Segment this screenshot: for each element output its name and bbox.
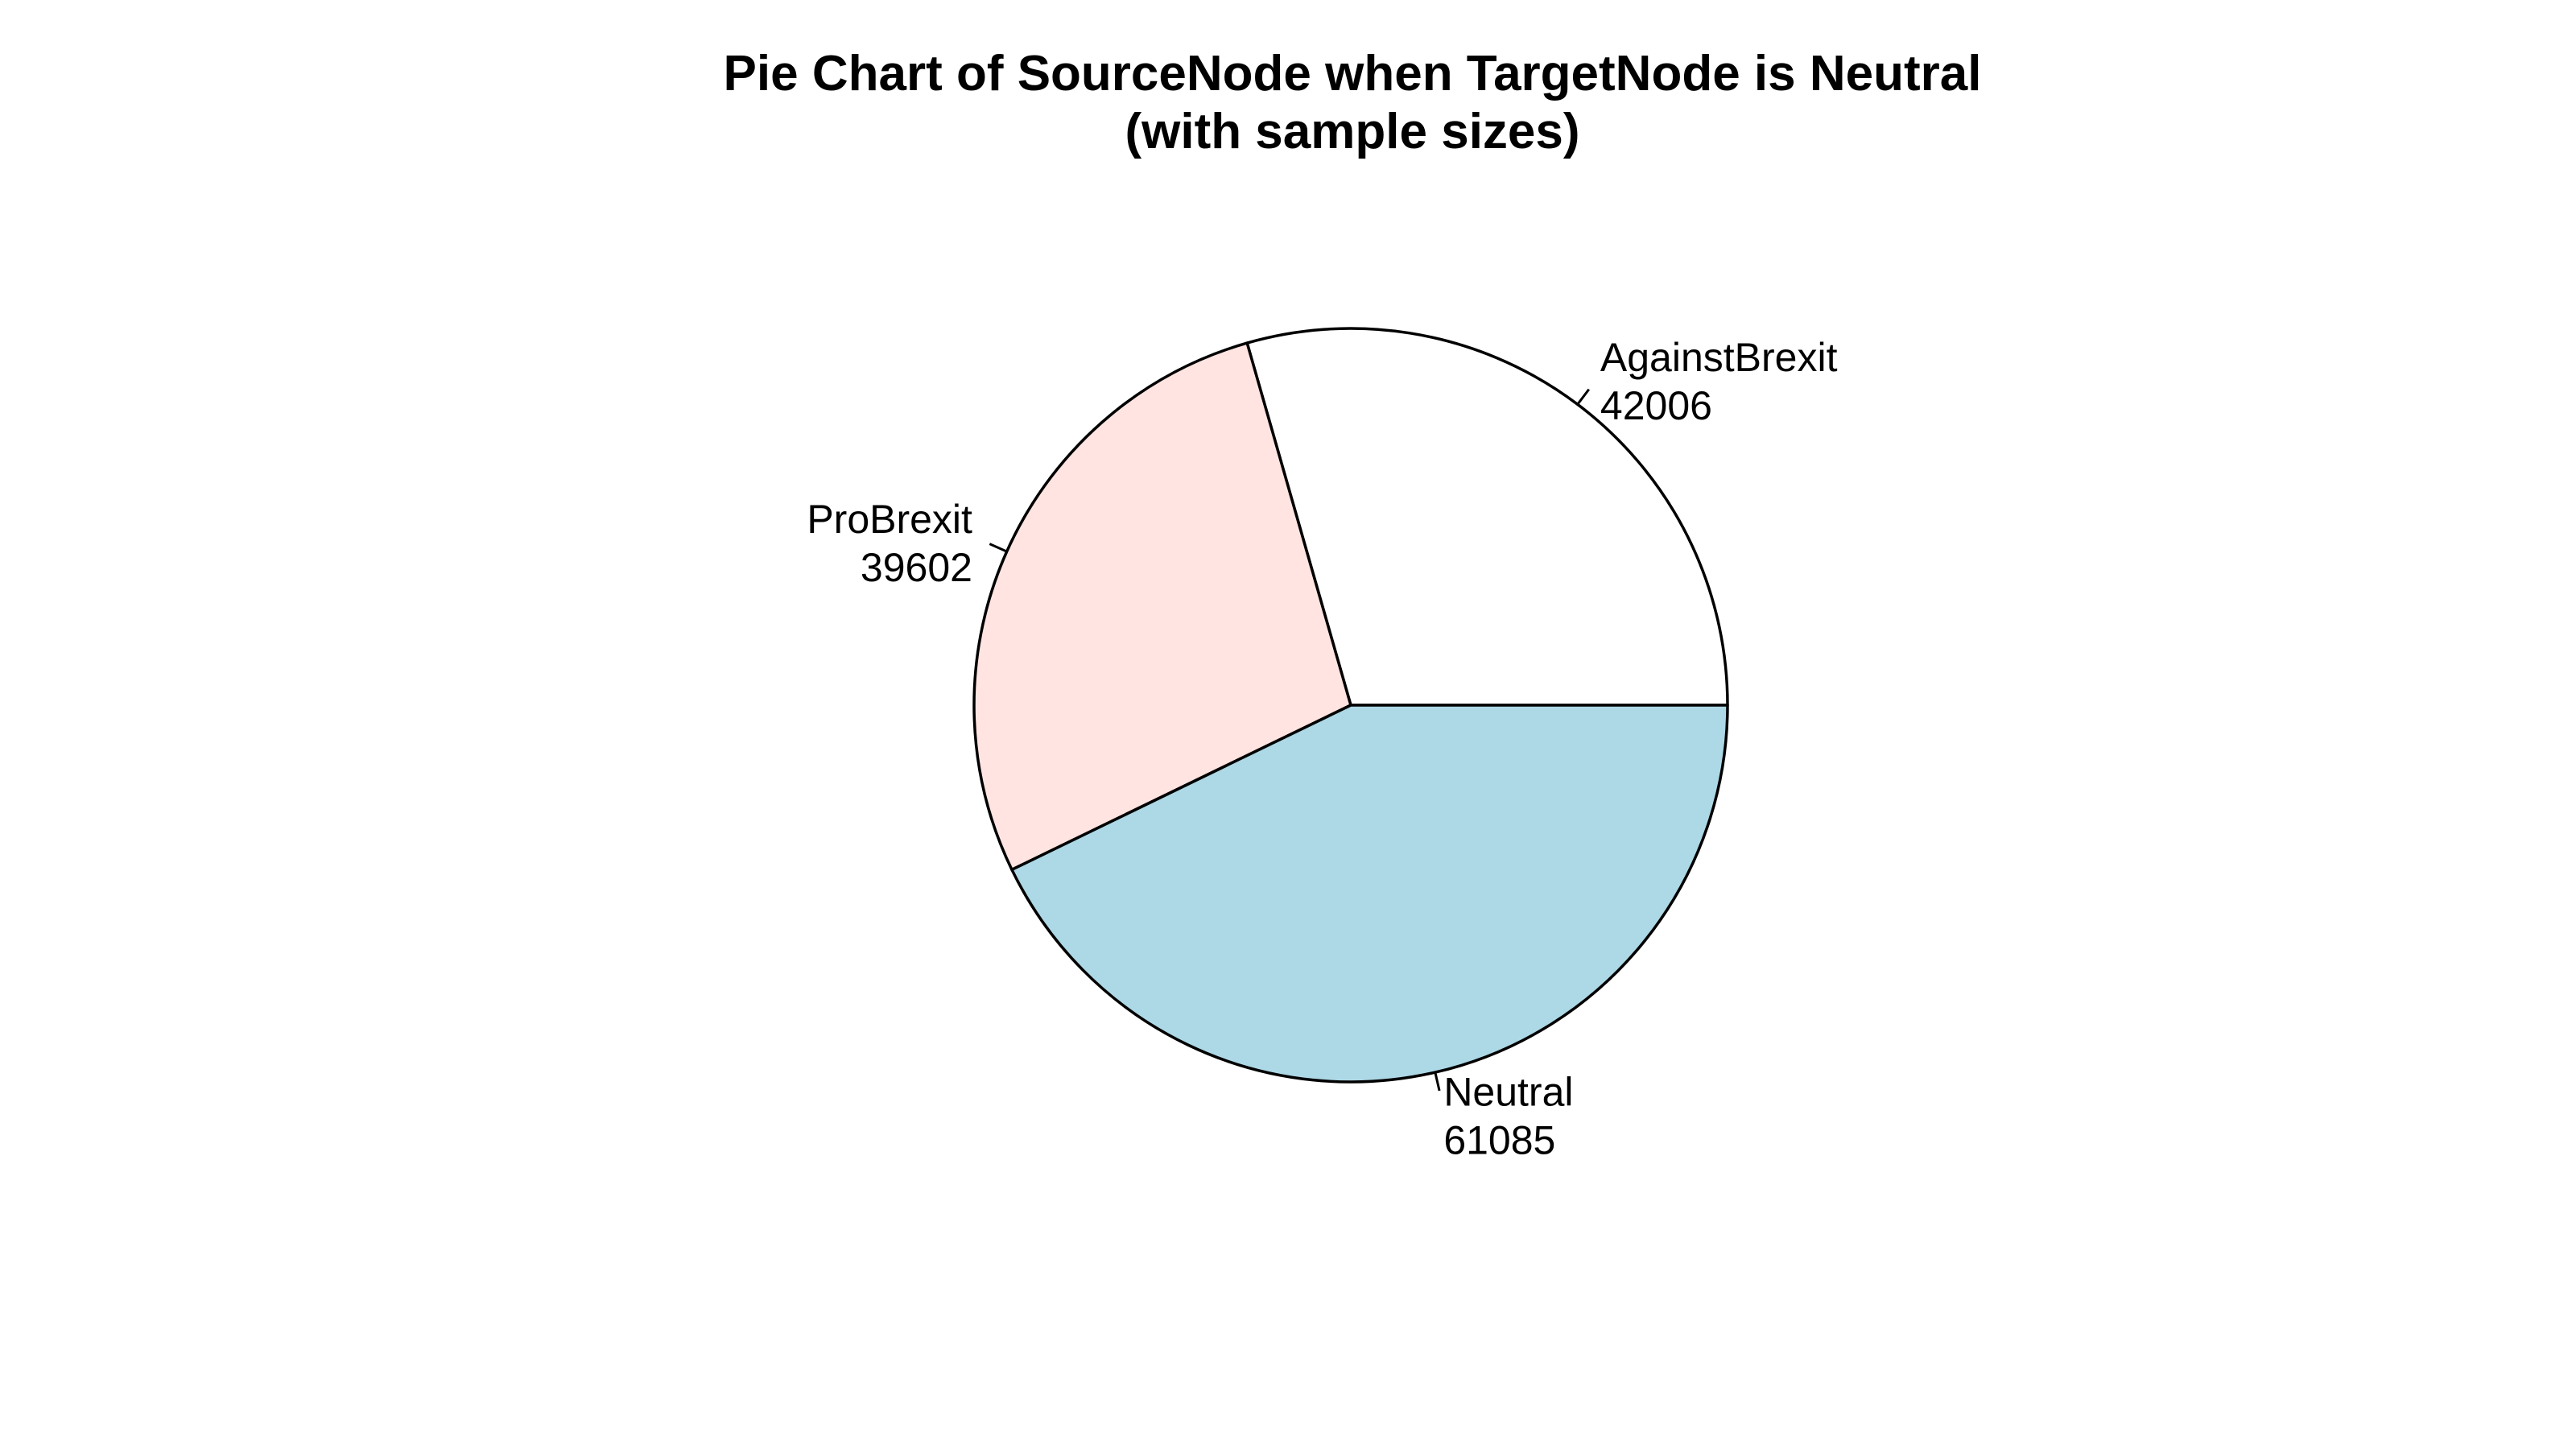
pie-value-neutral: 61085 (1443, 1118, 1555, 1163)
pie-value-probrexit: 39602 (861, 545, 972, 590)
pie-slice-probrexit (972, 341, 1352, 872)
pie-label-probrexit: ProBrexit (807, 497, 972, 542)
pie-leader-againstbrexit (1576, 388, 1591, 406)
pie-slice-againstbrexit (1245, 327, 1729, 707)
pie-label-againstbrexit: AgainstBrexit (1600, 335, 1838, 380)
pie-label-neutral: Neutral (1443, 1070, 1573, 1115)
pie-slices (972, 327, 1729, 1084)
chart-title: Pie Chart of SourceNode when TargetNode … (724, 46, 1982, 101)
pie-leader-neutral (1434, 1071, 1441, 1092)
pie-leader-probrexit (989, 543, 1008, 553)
pie-slice-neutral (1010, 704, 1729, 1084)
pie-value-againstbrexit: 42006 (1600, 383, 1712, 428)
chart-subtitle: (with sample sizes) (1125, 104, 1579, 159)
